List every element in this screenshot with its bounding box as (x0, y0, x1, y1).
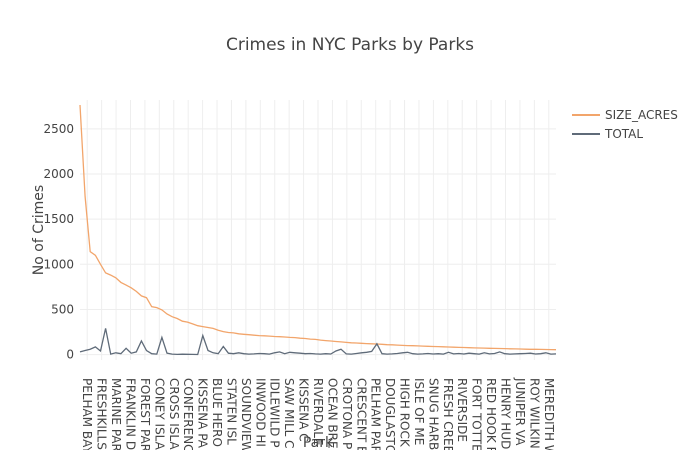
y-tick-label: 1000 (43, 257, 74, 271)
x-tick-label: ISLE OF ME (412, 378, 426, 445)
x-tick-label: FOREST PAR (138, 378, 152, 450)
x-tick-label: STATEN ISL (224, 378, 238, 445)
x-tick-label: FRESH CREE (441, 378, 455, 450)
x-tick-label: FRANKLIN D (123, 378, 137, 450)
x-tick-label: FRESHKILLS (95, 378, 109, 450)
x-tick-label: JUNIPER VA (513, 377, 527, 446)
x-tick-label: IDLEWILD P (268, 378, 282, 447)
y-tick-labels: 0 500 1000 1500 2000 2500 (43, 122, 74, 362)
y-axis-title: No of Crimes (31, 185, 47, 275)
x-tick-label: FORT TOTTE (470, 378, 484, 450)
x-tick-label: PELHAM BAY (80, 378, 94, 450)
series-line-size-acres (79, 104, 557, 351)
x-tick-label: SNUG HARB (426, 378, 440, 450)
x-tick-label: RIVERSIDE (455, 378, 469, 442)
y-tick-label: 0 (66, 348, 74, 362)
y-tick-label: 1500 (43, 212, 74, 226)
chart-title: Crimes in NYC Parks by Parks (226, 35, 474, 55)
x-tick-label: KISSENA C (297, 378, 311, 442)
x-tick-label: HENRY HUD (499, 378, 513, 449)
x-tick-label: CRESCENT B (354, 378, 368, 450)
x-tick-label: PELHAM PAR (369, 378, 383, 450)
x-tick-label: BLUE HERO (210, 378, 224, 447)
x-tick-label: DOUGLASTO (383, 378, 397, 450)
series-line-total (79, 328, 557, 356)
y-tick-label: 2000 (43, 167, 74, 181)
legend-item-total[interactable]: TOTAL (572, 127, 643, 141)
x-tick-labels: PELHAM BAY FRESHKILLS MARINE PAR FRANKLIN D… (80, 377, 556, 450)
x-tick-label: RIVERDALE (311, 378, 325, 446)
x-tick-label: SAW MILL C (282, 378, 296, 449)
x-tick-label: CROSS ISLA (167, 378, 181, 450)
x-tick-label: CROTONA P (340, 378, 354, 449)
x-tick-label: OCEAN BRE (325, 378, 339, 449)
x-tick-label: RED HOOK R (484, 378, 498, 450)
x-tick-label: ROY WILKIN (527, 378, 541, 449)
legend[interactable]: SIZE_ACRES TOTAL (572, 108, 678, 141)
x-tick-label: KISSENA PA (196, 378, 210, 449)
grid-layer (80, 100, 556, 360)
x-tick-label: SOUNDVIEW (239, 378, 253, 450)
legend-item-size-acres[interactable]: SIZE_ACRES (572, 108, 678, 122)
x-axis-title: Park (303, 435, 334, 450)
x-tick-label: MEREDITH W (542, 378, 556, 450)
x-tick-label: MARINE PAR (109, 378, 123, 450)
x-tick-label: CONEY ISLA (152, 378, 166, 450)
x-tick-label: INWOOD HI (253, 378, 267, 447)
y-tick-label: 2500 (43, 122, 74, 136)
legend-label: SIZE_ACRES (605, 108, 678, 122)
y-tick-label: 500 (51, 302, 74, 316)
x-tick-label: HIGH ROCK (398, 378, 412, 448)
series-lines (79, 104, 557, 356)
legend-label: TOTAL (604, 127, 643, 141)
x-tick-label: CONFERENC (181, 378, 195, 450)
